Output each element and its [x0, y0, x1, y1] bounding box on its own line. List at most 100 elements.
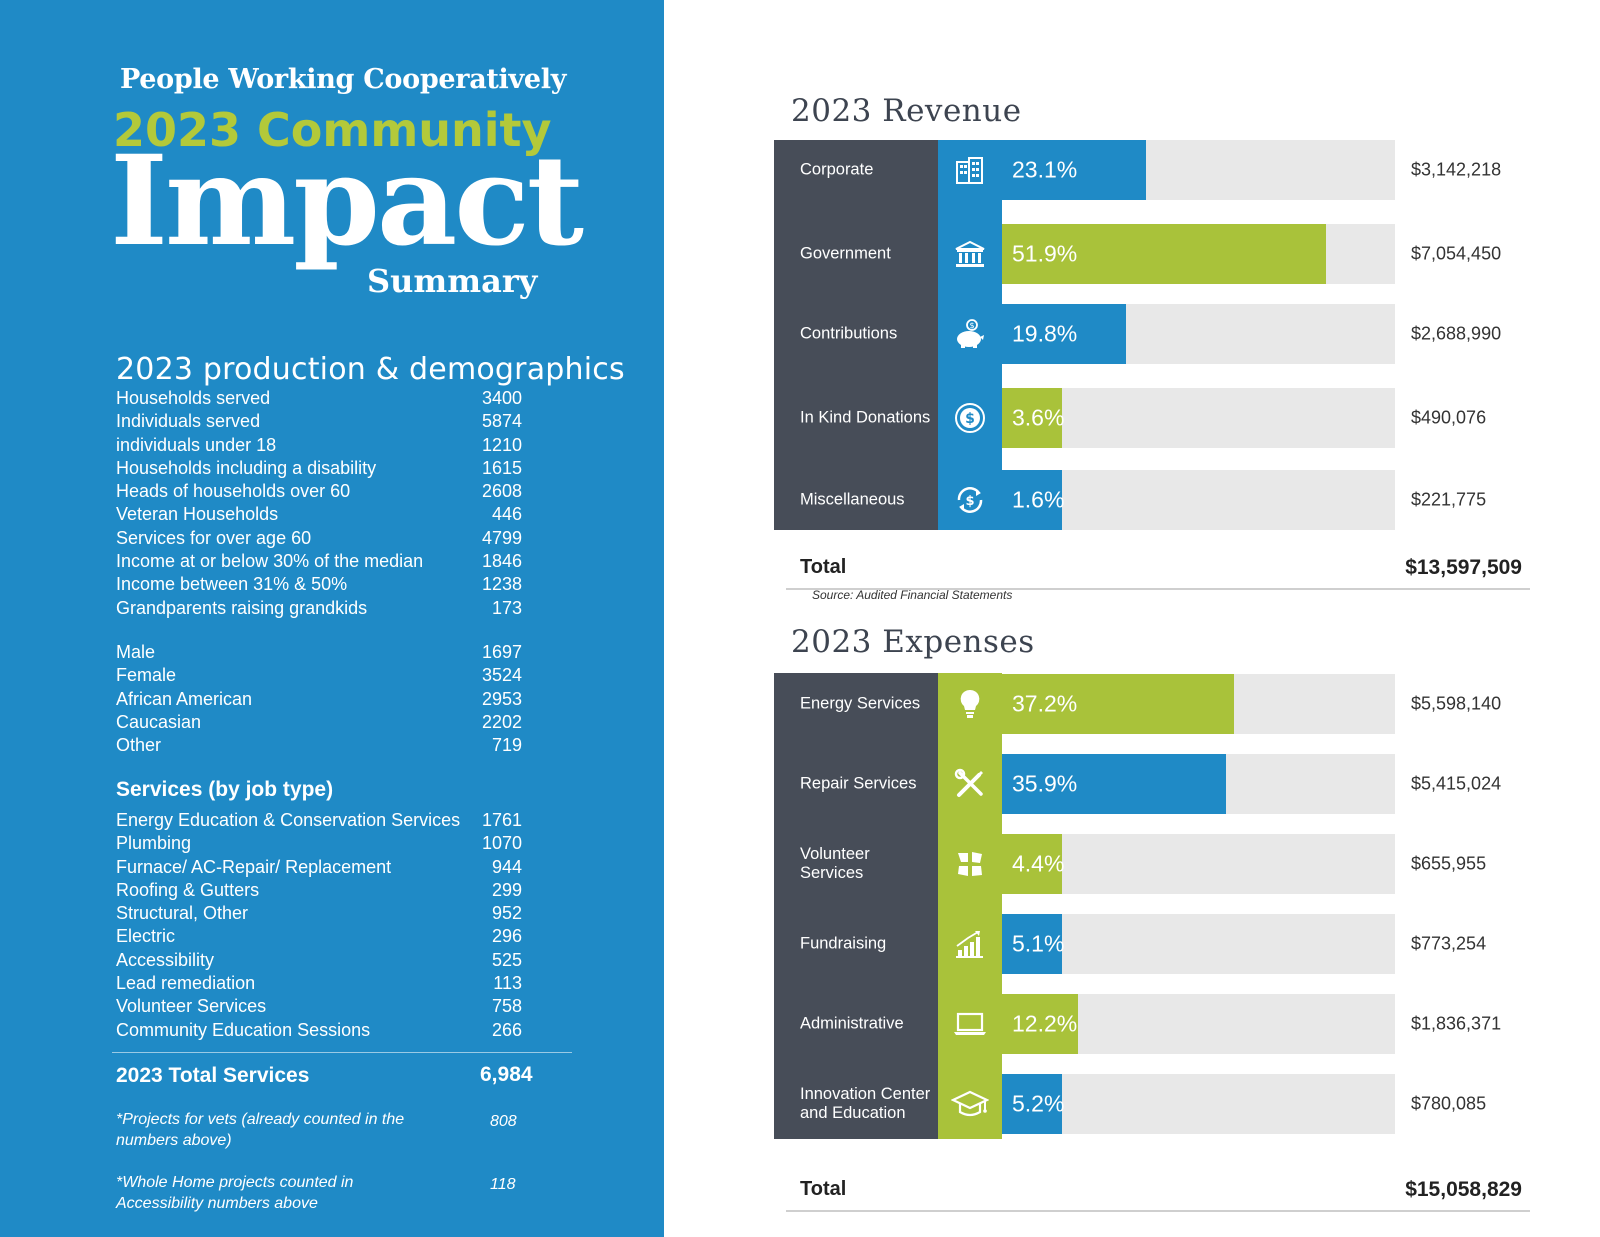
svg-text:$: $ [965, 411, 975, 427]
service-label: Volunteer Services [116, 996, 267, 1017]
service-row: Electric 296 [116, 925, 522, 948]
stat-value: 2953 [481, 688, 522, 709]
category-label: Administrative [800, 1014, 904, 1033]
stat-row: Households including a disability 1615 [116, 457, 522, 480]
service-row: Lead remediation 113 [116, 972, 522, 995]
bar-fill [1002, 834, 1062, 894]
stat-value: 1210 [481, 434, 522, 455]
service-label: Lead remediation [116, 973, 256, 994]
stat-value: 3400 [481, 388, 522, 408]
percent-label: 5.2% [1012, 1090, 1065, 1117]
service-value: 944 [491, 856, 522, 877]
percent-label: 3.6% [1012, 404, 1065, 431]
service-row: Community Education Sessions 266 [116, 1019, 522, 1042]
bar-row: Fundraising 5.1% $773,254 [774, 913, 1542, 975]
percent-label: 23.1% [1012, 156, 1078, 183]
stat-value: 3524 [481, 665, 522, 686]
category-label: Miscellaneous [800, 490, 905, 509]
stat-label: Other [116, 735, 162, 756]
category-label: Fundraising [800, 934, 887, 953]
footnote-veterans-value: 808 [490, 1113, 517, 1130]
service-value: 266 [491, 1019, 522, 1040]
bar-fill [1002, 994, 1079, 1054]
service-value: 758 [491, 996, 522, 1017]
bar-track: 35.9% [1002, 754, 1395, 814]
growth-chart-icon [944, 926, 996, 962]
category-label: Contributions [800, 324, 898, 343]
service-label: Accessibility [116, 949, 215, 970]
amount-label: $780,085 [1411, 1093, 1487, 1114]
percent-label: 5.1% [1012, 930, 1065, 957]
stat-value: 5874 [481, 411, 522, 432]
amount-label: $655,955 [1411, 853, 1487, 874]
stat-label: Income at or below 30% of the median [116, 551, 424, 572]
service-label: Furnace/ AC-Repair/ Replacement [116, 856, 392, 877]
revenue-total-label: Total [800, 556, 847, 578]
service-row: Accessibility 525 [116, 949, 522, 972]
bar-fill [1002, 914, 1062, 974]
bar-fill [1002, 224, 1326, 284]
demographics-heading: 2023 production & demographics [116, 352, 625, 387]
service-value: 113 [493, 973, 522, 994]
stat-label: Male [116, 642, 156, 662]
expenses-total-row: Total $15,058,829 [786, 1172, 1530, 1212]
stat-row: individuals under 18 1210 [116, 434, 522, 457]
stat-row: Individuals served 5874 [116, 410, 522, 433]
bar-track: 1.6% [1002, 470, 1395, 530]
expenses-heading: 2023 Expenses [791, 624, 1035, 660]
amount-label: $5,415,024 [1411, 773, 1502, 794]
stat-label: Income between 31% & 50% [116, 574, 348, 595]
amount-label: $2,688,990 [1411, 323, 1502, 344]
stat-value: 1615 [481, 457, 522, 478]
category-label: Repair Services [800, 774, 917, 793]
stat-label: Households including a disability [116, 457, 377, 478]
bar-fill [1002, 470, 1062, 530]
revenue-total-row: Total $13,597,509 [786, 550, 1530, 590]
service-value: 296 [491, 926, 522, 947]
bar-row: Energy Services 37.2% $5,598,140 [774, 673, 1542, 735]
expenses-total-label: Total [800, 1178, 847, 1200]
divider [112, 1052, 572, 1053]
category-label: Corporate [800, 160, 874, 179]
amount-label: $1,836,371 [1411, 1013, 1502, 1034]
category-column [774, 140, 938, 530]
stat-row: Veteran Households 446 [116, 503, 522, 526]
bar-track: 19.8% [1002, 304, 1395, 364]
revenue-chart: Corporate 23.1% $3,142,218 Government 51.9% $… [774, 140, 1542, 530]
production-stats-list: Households served 3400 Individuals served… [116, 387, 522, 620]
service-value: 299 [491, 879, 522, 900]
demographics-stats-list: Male 1697 Female 3524 African American 2953… [116, 641, 522, 757]
bar-row: Corporate 23.1% $3,142,218 [774, 140, 1542, 200]
report-year-title: 2023 Community [113, 103, 552, 157]
bar-track: 4.4% [1002, 834, 1395, 894]
bar-row: Volunteer Services 4.4% $655,955 [774, 833, 1542, 895]
amount-label: $3,142,218 [1411, 159, 1502, 180]
category-label: Energy Services [800, 694, 921, 713]
category-label: Government [800, 244, 891, 263]
service-row: Furnace/ AC-Repair/ Replacement 944 [116, 856, 522, 879]
bar-track: 3.6% [1002, 388, 1395, 448]
bar-row: Innovation Center and Education 5.2% $780,… [774, 1073, 1542, 1135]
bar-track: 51.9% [1002, 224, 1395, 284]
amount-label: $5,598,140 [1411, 693, 1502, 714]
percent-label: 19.8% [1012, 320, 1078, 347]
stat-value: 719 [491, 735, 522, 756]
stat-row: Heads of households over 60 2608 [116, 480, 522, 503]
laptop-icon [944, 1006, 996, 1042]
stat-row: Income at or below 30% of the median 1846 [116, 550, 522, 573]
service-label: Electric [116, 926, 176, 947]
service-value: 1070 [481, 833, 522, 854]
amount-label: $7,054,450 [1411, 243, 1502, 264]
svg-text:$: $ [965, 494, 974, 509]
service-row: Energy Education & Conservation Services… [116, 809, 522, 832]
bar-fill [1002, 388, 1062, 448]
category-label: In Kind Donations [800, 408, 931, 427]
service-row: Roofing & Gutters 299 [116, 879, 522, 902]
footnote-veterans: *Projects for vets (already counted in t… [116, 1111, 405, 1149]
service-label: Roofing & Gutters [116, 879, 260, 900]
stat-row: African American 2953 [116, 688, 522, 711]
category-column [774, 673, 938, 1139]
bar-row: Contributions $19.8% $2,688,990 [774, 304, 1542, 364]
service-row: Structural, Other 952 [116, 902, 522, 925]
total-services-label: 2023 Total Services [116, 1064, 310, 1087]
